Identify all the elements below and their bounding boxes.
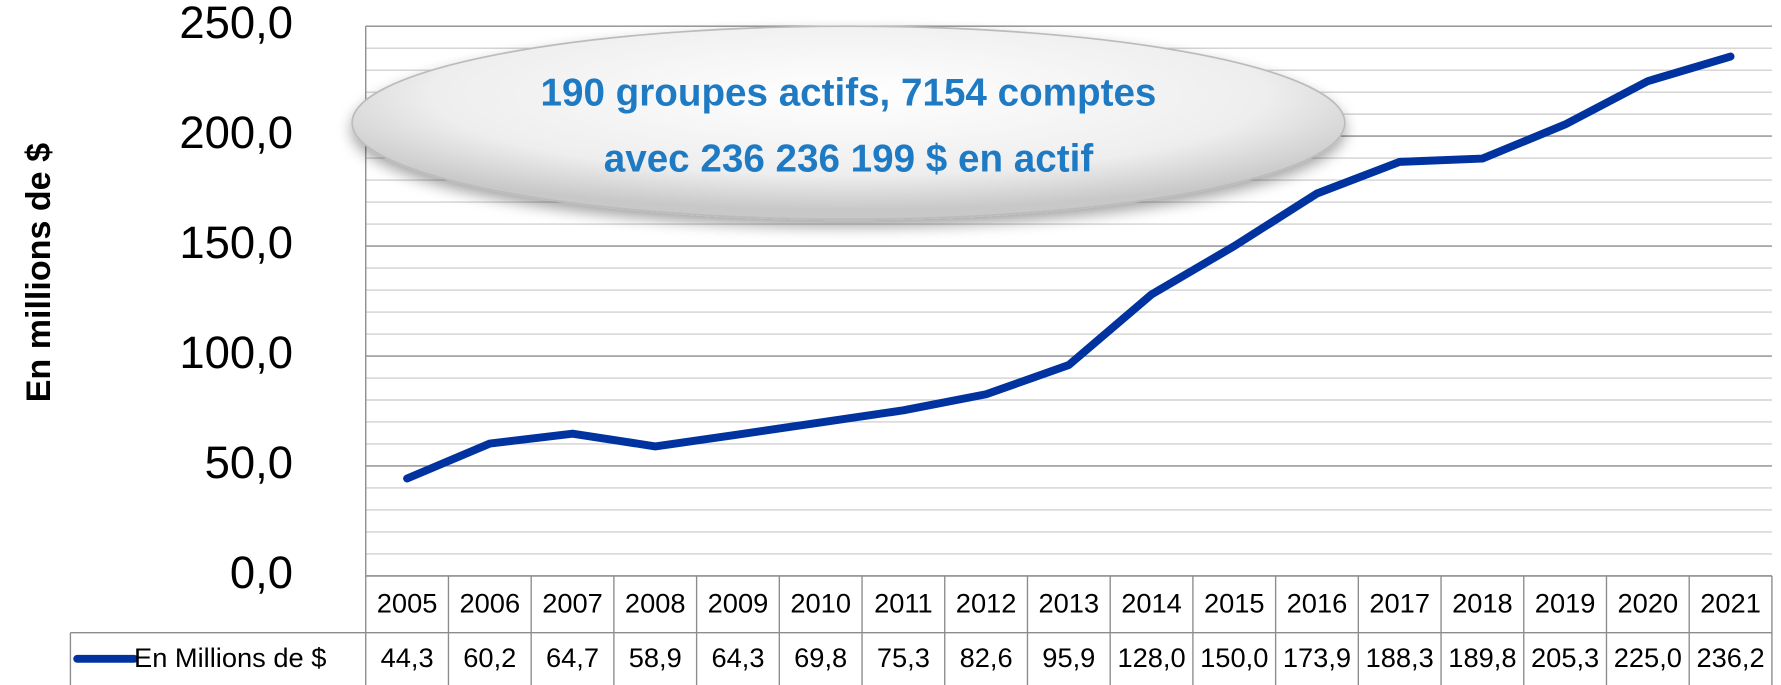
annotation-text: 190 groupes actifs, 7154 comptes [541, 72, 1157, 115]
table-value: 205,3 [1531, 642, 1599, 673]
x-tick-label: 2008 [625, 588, 686, 619]
annotation-text: avec 236 236 199 $ en actif [604, 138, 1094, 181]
table-value: 69,8 [794, 642, 847, 673]
legend-label: En Millions de $ [134, 642, 326, 673]
table-value: 44,3 [381, 642, 434, 673]
x-tick-label: 2009 [708, 588, 769, 619]
x-tick-label: 2010 [790, 588, 851, 619]
table-value: 173,9 [1283, 642, 1351, 673]
y-tick-label: 100,0 [179, 327, 293, 378]
x-tick-label: 2007 [542, 588, 603, 619]
table-value: 188,3 [1366, 642, 1434, 673]
y-tick-label: 0,0 [230, 547, 293, 598]
x-tick-label: 2020 [1618, 588, 1679, 619]
table-value: 75,3 [877, 642, 930, 673]
x-tick-label: 2016 [1287, 588, 1348, 619]
x-tick-label: 2019 [1535, 588, 1596, 619]
annotation-bubble [351, 25, 1346, 221]
y-tick-label: 50,0 [205, 437, 293, 488]
table-value: 95,9 [1042, 642, 1095, 673]
x-tick-label: 2021 [1700, 588, 1761, 619]
x-tick-label: 2006 [460, 588, 521, 619]
y-tick-label: 200,0 [179, 107, 293, 158]
table-value: 64,7 [546, 642, 599, 673]
series-line [403, 52, 1735, 483]
x-tick-label: 2013 [1039, 588, 1100, 619]
table-value: 60,2 [463, 642, 516, 673]
table-value: 82,6 [960, 642, 1013, 673]
x-tick-label: 2011 [874, 588, 933, 619]
y-axis-label: En millions de $ [20, 143, 58, 402]
table-value: 64,3 [711, 642, 764, 673]
table-value: 225,0 [1614, 642, 1682, 673]
y-tick-label: 150,0 [179, 217, 293, 268]
y-tick-label: 250,0 [179, 0, 293, 48]
x-tick-label: 2017 [1369, 588, 1430, 619]
x-tick-label: 2014 [1121, 588, 1182, 619]
table-value: 58,9 [629, 642, 682, 673]
table-value: 128,0 [1117, 642, 1185, 673]
x-tick-label: 2015 [1204, 588, 1265, 619]
table-value: 150,0 [1200, 642, 1268, 673]
table-value: 236,2 [1696, 642, 1764, 673]
x-tick-label: 2005 [377, 588, 438, 619]
x-tick-label: 2018 [1452, 588, 1513, 619]
x-tick-label: 2012 [956, 588, 1017, 619]
table-value: 189,8 [1448, 642, 1516, 673]
